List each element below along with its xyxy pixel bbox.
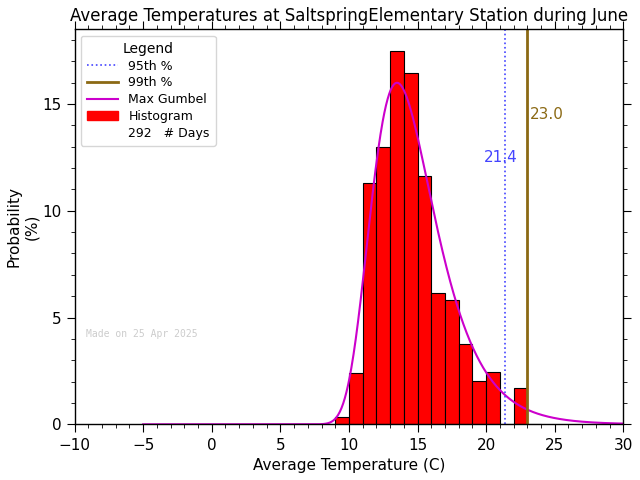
95th % bbox=[502, 421, 509, 427]
Max Gumbel bbox=[361, 258, 369, 264]
Line: Max Gumbel: Max Gumbel bbox=[143, 83, 640, 424]
95th % bbox=[502, 400, 509, 406]
Max Gumbel bbox=[578, 419, 586, 424]
Max Gumbel bbox=[140, 421, 147, 427]
Bar bbox=[390, 51, 404, 424]
Max Gumbel bbox=[393, 80, 401, 85]
Bar bbox=[376, 147, 390, 424]
Bar bbox=[363, 183, 376, 424]
Bar bbox=[472, 381, 486, 424]
99th % bbox=[524, 421, 531, 427]
Bar bbox=[514, 388, 527, 424]
Bar bbox=[417, 176, 431, 424]
Bar bbox=[459, 344, 472, 424]
Bar bbox=[486, 372, 500, 424]
Text: Made on 25 Apr 2025: Made on 25 Apr 2025 bbox=[86, 329, 197, 339]
Bar bbox=[445, 300, 459, 424]
Title: Average Temperatures at SaltspringElementary Station during June: Average Temperatures at SaltspringElemen… bbox=[70, 7, 628, 25]
Max Gumbel bbox=[568, 418, 575, 423]
Y-axis label: Probability
(%): Probability (%) bbox=[7, 186, 39, 267]
Bar bbox=[404, 73, 417, 424]
Text: 21.4: 21.4 bbox=[483, 150, 517, 165]
Bar bbox=[349, 373, 363, 424]
99th % bbox=[524, 400, 531, 406]
Max Gumbel bbox=[381, 108, 388, 113]
Max Gumbel bbox=[516, 403, 524, 409]
Max Gumbel bbox=[195, 421, 203, 427]
Text: 23.0: 23.0 bbox=[530, 107, 564, 122]
Bar bbox=[431, 293, 445, 424]
Legend: 95th %, 99th %, Max Gumbel, Histogram, 292   # Days: 95th %, 99th %, Max Gumbel, Histogram, 2… bbox=[81, 36, 216, 146]
X-axis label: Average Temperature (C): Average Temperature (C) bbox=[253, 458, 445, 473]
Bar bbox=[335, 417, 349, 424]
